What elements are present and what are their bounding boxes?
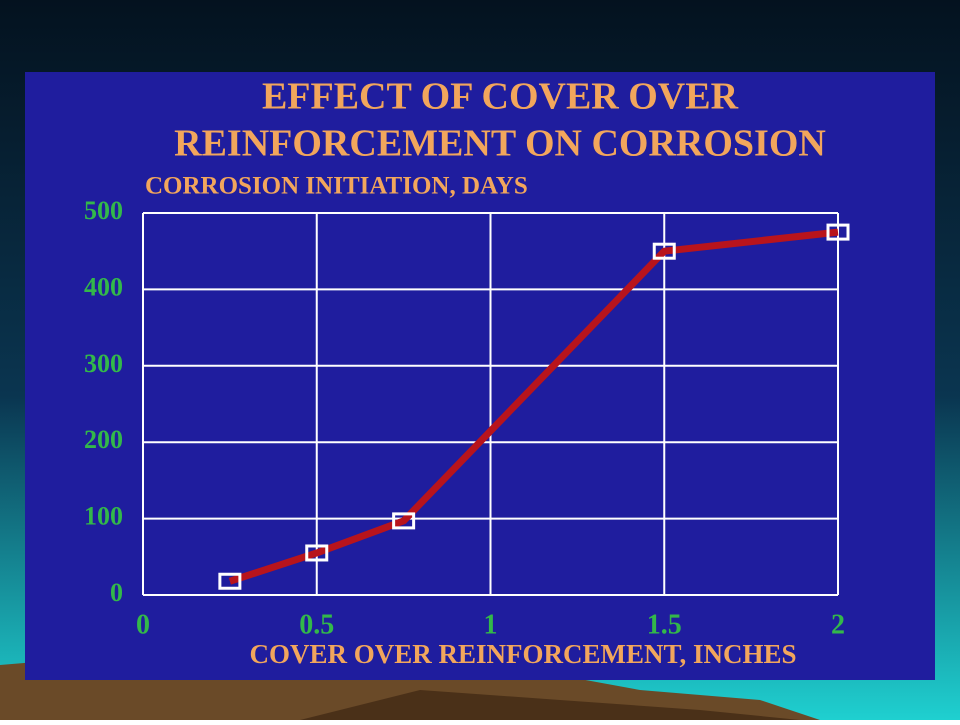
y-tick-label: 200 [84, 425, 123, 454]
x-tick-label: 1 [484, 609, 498, 640]
mountains-shadow [300, 690, 800, 720]
y-tick-label: 100 [84, 502, 123, 531]
data-marker [218, 572, 242, 590]
data-line [228, 228, 839, 585]
data-marker [652, 242, 676, 260]
data-marker [392, 512, 416, 530]
y-tick-label: 500 [84, 196, 123, 225]
x-tick-label: 1.5 [647, 609, 682, 640]
x-tick-label: 0 [136, 609, 150, 640]
x-axis-label: COVER OVER REINFORCEMENT, INCHES [249, 639, 796, 669]
y-tick-label: 0 [110, 578, 123, 607]
data-marker [305, 544, 329, 562]
chart-title: EFFECT OF COVER OVER [262, 76, 739, 118]
data-marker [826, 223, 850, 241]
y-tick-label: 300 [84, 349, 123, 378]
y-axis-label: CORROSION INITIATION, DAYS [145, 173, 528, 200]
x-tick-label: 2 [831, 609, 845, 640]
chart-title: REINFORCEMENT ON CORROSION [174, 123, 826, 165]
chart-panel [25, 72, 935, 680]
x-tick-label: 0.5 [299, 609, 334, 640]
y-tick-label: 400 [84, 272, 123, 301]
plot-area: 0 100 200 300 400 500 0 0.5 1 1.5 2 [84, 196, 850, 640]
